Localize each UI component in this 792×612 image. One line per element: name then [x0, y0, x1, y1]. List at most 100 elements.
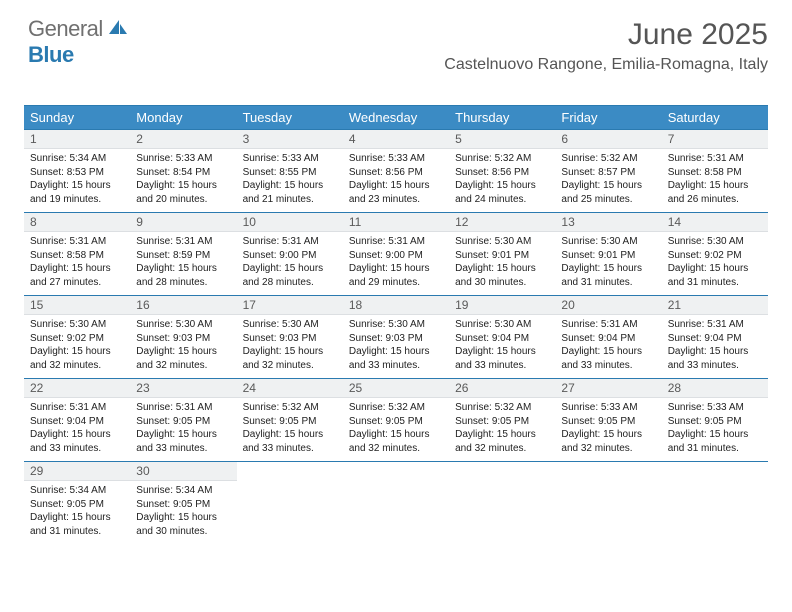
sunset-text: Sunset: 8:59 PM: [136, 249, 230, 263]
sunrise-text: Sunrise: 5:33 AM: [668, 401, 762, 415]
day-cell: 12Sunrise: 5:30 AMSunset: 9:01 PMDayligh…: [449, 213, 555, 295]
day-number: 24: [237, 379, 343, 398]
day-cell: [237, 462, 343, 544]
day-body: Sunrise: 5:30 AMSunset: 9:02 PMDaylight:…: [24, 315, 130, 378]
sunset-text: Sunset: 8:58 PM: [30, 249, 124, 263]
sunset-text: Sunset: 8:56 PM: [349, 166, 443, 180]
daylight-text: Daylight: 15 hours and 19 minutes.: [30, 179, 124, 206]
sunrise-text: Sunrise: 5:32 AM: [561, 152, 655, 166]
sunset-text: Sunset: 8:56 PM: [455, 166, 549, 180]
sunset-text: Sunset: 9:01 PM: [561, 249, 655, 263]
sunrise-text: Sunrise: 5:30 AM: [455, 318, 549, 332]
day-number: 6: [555, 130, 661, 149]
sunset-text: Sunset: 9:02 PM: [30, 332, 124, 346]
day-number: 30: [130, 462, 236, 481]
day-cell: 28Sunrise: 5:33 AMSunset: 9:05 PMDayligh…: [662, 379, 768, 461]
sunset-text: Sunset: 9:00 PM: [243, 249, 337, 263]
day-number: 2: [130, 130, 236, 149]
sunrise-text: Sunrise: 5:31 AM: [561, 318, 655, 332]
day-body: Sunrise: 5:30 AMSunset: 9:03 PMDaylight:…: [237, 315, 343, 378]
daylight-text: Daylight: 15 hours and 32 minutes.: [136, 345, 230, 372]
sunrise-text: Sunrise: 5:31 AM: [30, 235, 124, 249]
sunset-text: Sunset: 9:05 PM: [136, 415, 230, 429]
sunset-text: Sunset: 9:01 PM: [455, 249, 549, 263]
sunset-text: Sunset: 9:05 PM: [136, 498, 230, 512]
day-cell: 8Sunrise: 5:31 AMSunset: 8:58 PMDaylight…: [24, 213, 130, 295]
sunset-text: Sunset: 9:03 PM: [243, 332, 337, 346]
daylight-text: Daylight: 15 hours and 32 minutes.: [455, 428, 549, 455]
sunset-text: Sunset: 8:58 PM: [668, 166, 762, 180]
sunrise-text: Sunrise: 5:32 AM: [349, 401, 443, 415]
daylight-text: Daylight: 15 hours and 24 minutes.: [455, 179, 549, 206]
sunrise-text: Sunrise: 5:33 AM: [243, 152, 337, 166]
day-body: Sunrise: 5:31 AMSunset: 8:58 PMDaylight:…: [662, 149, 768, 212]
sunset-text: Sunset: 8:54 PM: [136, 166, 230, 180]
day-number: 12: [449, 213, 555, 232]
daylight-text: Daylight: 15 hours and 32 minutes.: [561, 428, 655, 455]
sunset-text: Sunset: 8:57 PM: [561, 166, 655, 180]
day-cell: [343, 462, 449, 544]
sunset-text: Sunset: 9:03 PM: [136, 332, 230, 346]
day-number: 25: [343, 379, 449, 398]
sunset-text: Sunset: 9:05 PM: [455, 415, 549, 429]
day-body: Sunrise: 5:34 AMSunset: 9:05 PMDaylight:…: [130, 481, 236, 544]
day-cell: 23Sunrise: 5:31 AMSunset: 9:05 PMDayligh…: [130, 379, 236, 461]
day-cell: [449, 462, 555, 544]
day-cell: 20Sunrise: 5:31 AMSunset: 9:04 PMDayligh…: [555, 296, 661, 378]
daylight-text: Daylight: 15 hours and 32 minutes.: [349, 428, 443, 455]
day-cell: 14Sunrise: 5:30 AMSunset: 9:02 PMDayligh…: [662, 213, 768, 295]
sunrise-text: Sunrise: 5:30 AM: [561, 235, 655, 249]
day-body: Sunrise: 5:31 AMSunset: 8:59 PMDaylight:…: [130, 232, 236, 295]
day-cell: 19Sunrise: 5:30 AMSunset: 9:04 PMDayligh…: [449, 296, 555, 378]
day-number: 11: [343, 213, 449, 232]
daylight-text: Daylight: 15 hours and 33 minutes.: [561, 345, 655, 372]
day-number: 16: [130, 296, 236, 315]
daylight-text: Daylight: 15 hours and 33 minutes.: [455, 345, 549, 372]
sunset-text: Sunset: 9:04 PM: [668, 332, 762, 346]
daylight-text: Daylight: 15 hours and 33 minutes.: [136, 428, 230, 455]
logo-sail-icon: [107, 16, 129, 41]
day-cell: 13Sunrise: 5:30 AMSunset: 9:01 PMDayligh…: [555, 213, 661, 295]
daylight-text: Daylight: 15 hours and 32 minutes.: [243, 345, 337, 372]
daylight-text: Daylight: 15 hours and 33 minutes.: [349, 345, 443, 372]
day-number: 3: [237, 130, 343, 149]
day-number: 8: [24, 213, 130, 232]
sunset-text: Sunset: 9:05 PM: [668, 415, 762, 429]
daylight-text: Daylight: 15 hours and 31 minutes.: [30, 511, 124, 538]
day-number: 28: [662, 379, 768, 398]
sunrise-text: Sunrise: 5:31 AM: [668, 318, 762, 332]
sunset-text: Sunset: 9:05 PM: [243, 415, 337, 429]
day-cell: 27Sunrise: 5:33 AMSunset: 9:05 PMDayligh…: [555, 379, 661, 461]
day-number: 9: [130, 213, 236, 232]
day-cell: 25 Sunrise: 5:32 AMSunset: 9:05 PMDayligh…: [343, 379, 449, 461]
sunset-text: Sunset: 9:05 PM: [349, 415, 443, 429]
day-cell: 15Sunrise: 5:30 AMSunset: 9:02 PMDayligh…: [24, 296, 130, 378]
day-number: 7: [662, 130, 768, 149]
header: June 2025 Castelnuovo Rangone, Emilia-Ro…: [444, 18, 768, 74]
sunset-text: Sunset: 8:55 PM: [243, 166, 337, 180]
day-cell: 26Sunrise: 5:32 AMSunset: 9:05 PMDayligh…: [449, 379, 555, 461]
sunset-text: Sunset: 9:05 PM: [561, 415, 655, 429]
sunset-text: Sunset: 9:04 PM: [561, 332, 655, 346]
day-body: Sunrise: 5:33 AMSunset: 9:05 PMDaylight:…: [662, 398, 768, 461]
sunrise-text: Sunrise: 5:30 AM: [349, 318, 443, 332]
sunset-text: Sunset: 9:03 PM: [349, 332, 443, 346]
sunrise-text: Sunrise: 5:31 AM: [243, 235, 337, 249]
week-row: 29Sunrise: 5:34 AMSunset: 9:05 PMDayligh…: [24, 461, 768, 544]
day-cell: 11Sunrise: 5:31 AMSunset: 9:00 PMDayligh…: [343, 213, 449, 295]
sunrise-text: Sunrise: 5:30 AM: [455, 235, 549, 249]
day-body: Sunrise: 5:31 AMSunset: 9:00 PMDaylight:…: [237, 232, 343, 295]
day-body: Sunrise: 5:32 AMSunset: 8:57 PMDaylight:…: [555, 149, 661, 212]
day-body: Sunrise: 5:31 AMSunset: 9:04 PMDaylight:…: [555, 315, 661, 378]
day-body: Sunrise: 5:31 AMSunset: 9:04 PMDaylight:…: [24, 398, 130, 461]
day-cell: 3Sunrise: 5:33 AMSunset: 8:55 PMDaylight…: [237, 130, 343, 212]
day-header-monday: Monday: [130, 106, 236, 129]
daylight-text: Daylight: 15 hours and 29 minutes.: [349, 262, 443, 289]
day-body: Sunrise: 5:30 AMSunset: 9:02 PMDaylight:…: [662, 232, 768, 295]
day-number: 17: [237, 296, 343, 315]
day-body: Sunrise: 5:31 AMSunset: 9:00 PMDaylight:…: [343, 232, 449, 295]
daylight-text: Daylight: 15 hours and 31 minutes.: [561, 262, 655, 289]
daylight-text: Daylight: 15 hours and 31 minutes.: [668, 428, 762, 455]
sunset-text: Sunset: 8:53 PM: [30, 166, 124, 180]
sunrise-text: Sunrise: 5:30 AM: [136, 318, 230, 332]
